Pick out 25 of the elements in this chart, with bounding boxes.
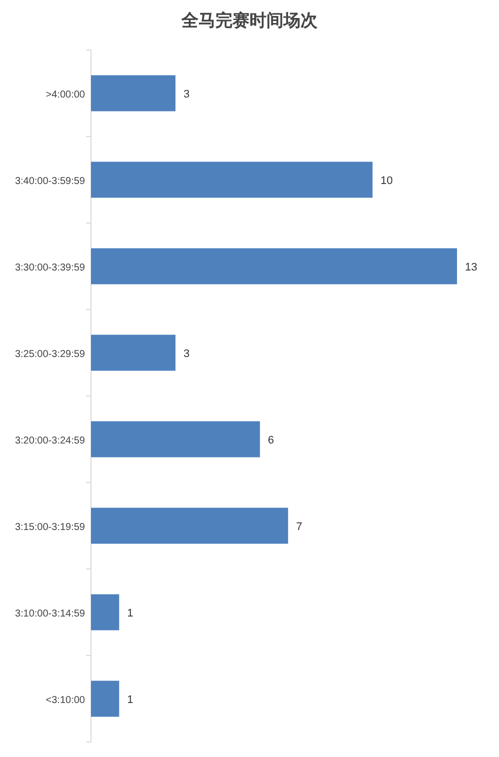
y-tick-label: 3:20:00-3:24:59 bbox=[14, 435, 86, 446]
data-label: 1 bbox=[127, 607, 134, 620]
data-label: 1 bbox=[127, 694, 134, 706]
data-label: 7 bbox=[296, 520, 302, 533]
y-tick-label: 3:15:00-3:19:59 bbox=[14, 522, 86, 533]
bar bbox=[91, 75, 176, 112]
data-label: 10 bbox=[380, 174, 393, 187]
y-tick-label: 3:30:00-3:39:59 bbox=[14, 262, 86, 274]
bar bbox=[91, 162, 373, 198]
y-tick-label: <3:10:00 bbox=[46, 694, 86, 706]
chart-title: 全马完赛时间场次 bbox=[180, 11, 318, 30]
data-label: 3 bbox=[183, 88, 190, 100]
bar bbox=[91, 594, 120, 630]
data-label: 6 bbox=[268, 434, 274, 446]
data-label: 13 bbox=[465, 261, 478, 274]
bar bbox=[91, 421, 260, 458]
y-tick-label: 3:40:00-3:59:59 bbox=[14, 176, 86, 187]
bar bbox=[91, 680, 120, 717]
y-tick-label: >4:00:00 bbox=[46, 89, 86, 100]
y-tick-label: 3:10:00-3:14:59 bbox=[14, 608, 86, 620]
bar bbox=[91, 248, 457, 284]
data-label: 3 bbox=[183, 348, 190, 360]
bar bbox=[91, 334, 176, 371]
bar bbox=[91, 508, 288, 544]
y-tick-label: 3:25:00-3:29:59 bbox=[14, 348, 86, 360]
